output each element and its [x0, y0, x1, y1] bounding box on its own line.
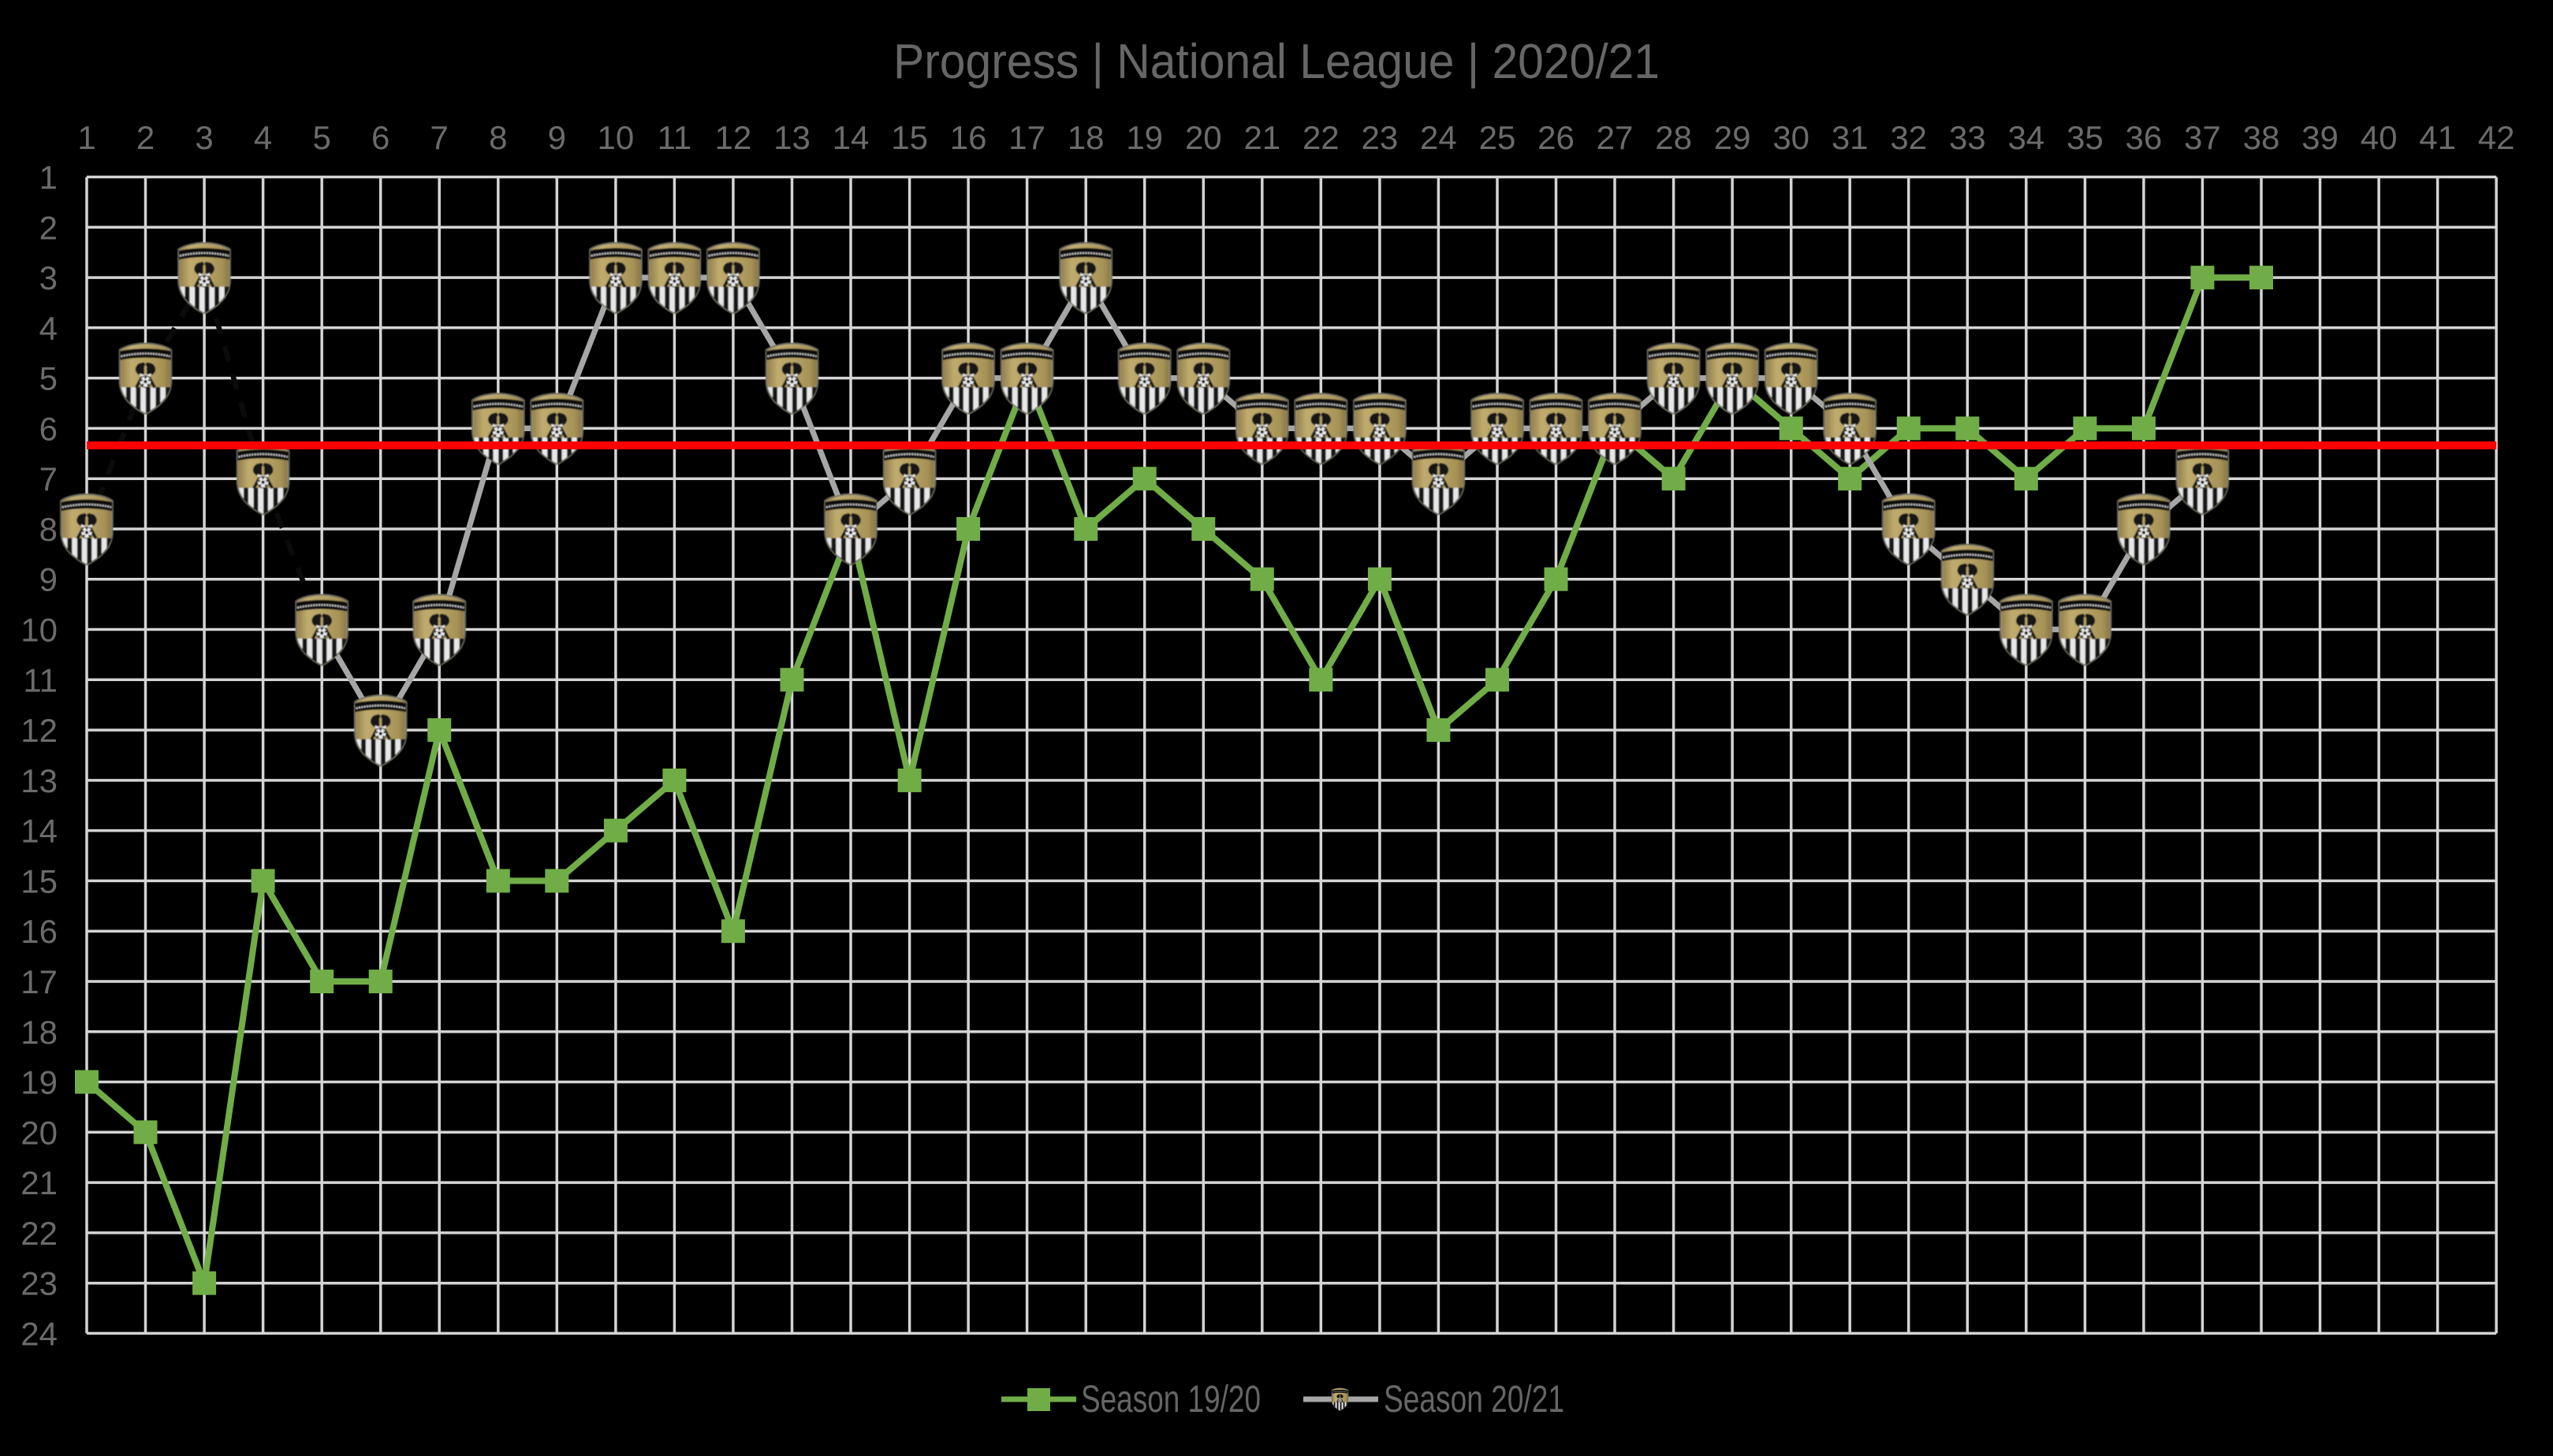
svg-text:19: 19: [20, 1064, 58, 1101]
svg-text:20: 20: [20, 1114, 58, 1151]
svg-text:13: 13: [773, 119, 811, 156]
svg-text:36: 36: [2126, 119, 2163, 156]
svg-text:38: 38: [2243, 119, 2280, 156]
svg-text:8: 8: [39, 511, 58, 548]
svg-text:2: 2: [39, 209, 58, 246]
svg-text:3: 3: [39, 259, 58, 296]
svg-text:Progress | National League | 2: Progress | National League | 2020/21: [893, 35, 1660, 89]
svg-text:12: 12: [715, 119, 752, 156]
svg-text:18: 18: [20, 1014, 58, 1051]
svg-text:31: 31: [1832, 119, 1869, 156]
svg-text:25: 25: [1479, 119, 1516, 156]
svg-text:8: 8: [489, 119, 507, 156]
svg-text:15: 15: [891, 119, 928, 156]
svg-text:18: 18: [1068, 119, 1105, 156]
svg-text:11: 11: [23, 661, 58, 698]
svg-text:10: 10: [20, 612, 58, 649]
svg-text:23: 23: [20, 1265, 58, 1302]
svg-text:16: 16: [950, 119, 987, 156]
svg-text:12: 12: [20, 712, 58, 749]
svg-text:15: 15: [20, 862, 58, 899]
svg-text:22: 22: [20, 1215, 58, 1252]
svg-text:11: 11: [658, 119, 692, 156]
svg-text:26: 26: [1537, 119, 1575, 156]
svg-text:9: 9: [548, 119, 566, 156]
svg-text:9: 9: [39, 561, 58, 598]
svg-text:6: 6: [39, 410, 58, 447]
svg-text:32: 32: [1890, 119, 1927, 156]
svg-text:14: 14: [20, 813, 58, 850]
svg-text:21: 21: [20, 1164, 58, 1201]
svg-text:5: 5: [39, 360, 58, 397]
svg-text:2: 2: [136, 119, 155, 156]
svg-text:24: 24: [20, 1315, 58, 1352]
svg-text:20: 20: [1185, 119, 1222, 156]
svg-text:16: 16: [20, 913, 58, 950]
svg-text:35: 35: [2067, 119, 2104, 156]
svg-text:28: 28: [1655, 119, 1692, 156]
svg-text:3: 3: [195, 119, 213, 156]
svg-text:10: 10: [598, 119, 635, 156]
svg-text:14: 14: [833, 119, 870, 156]
svg-text:6: 6: [371, 119, 389, 156]
svg-text:41: 41: [2419, 119, 2456, 156]
svg-text:7: 7: [430, 119, 449, 156]
svg-text:27: 27: [1597, 119, 1634, 156]
svg-text:13: 13: [20, 762, 58, 799]
svg-text:40: 40: [2361, 119, 2398, 156]
svg-text:4: 4: [254, 119, 272, 156]
svg-text:23: 23: [1362, 119, 1399, 156]
svg-text:37: 37: [2184, 119, 2221, 156]
svg-text:33: 33: [1949, 119, 1986, 156]
svg-text:34: 34: [2007, 119, 2044, 156]
svg-text:Season 19/20: Season 19/20: [1081, 1379, 1261, 1421]
svg-text:7: 7: [39, 460, 58, 497]
svg-text:5: 5: [313, 119, 331, 156]
svg-text:Season 20/21: Season 20/21: [1384, 1379, 1564, 1421]
svg-text:19: 19: [1126, 119, 1163, 156]
svg-text:22: 22: [1303, 119, 1340, 156]
svg-text:29: 29: [1714, 119, 1751, 156]
svg-text:17: 17: [20, 963, 58, 1000]
svg-text:1: 1: [77, 119, 95, 156]
svg-text:1: 1: [39, 159, 58, 196]
svg-text:24: 24: [1420, 119, 1457, 156]
svg-text:4: 4: [39, 310, 58, 347]
svg-text:39: 39: [2301, 119, 2339, 156]
svg-text:17: 17: [1008, 119, 1045, 156]
svg-text:42: 42: [2478, 119, 2515, 156]
svg-text:21: 21: [1243, 119, 1280, 156]
svg-text:30: 30: [1772, 119, 1809, 156]
